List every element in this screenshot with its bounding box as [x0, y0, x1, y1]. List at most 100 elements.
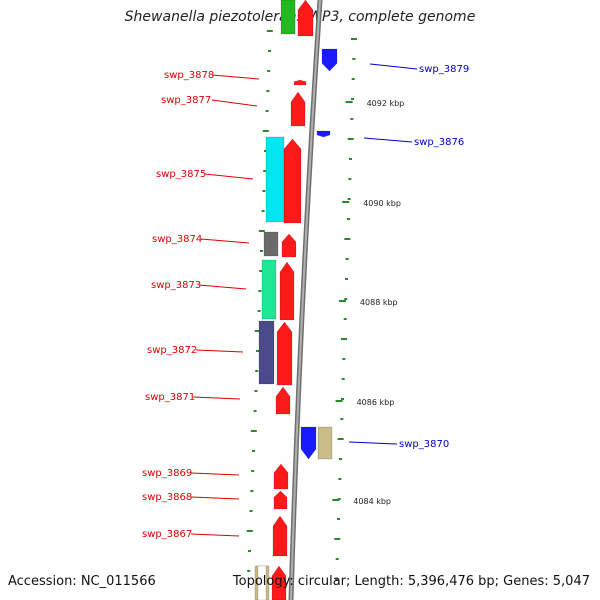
tick-inner	[262, 190, 266, 192]
scale-tick	[342, 201, 350, 203]
tick-inner	[257, 310, 261, 312]
gene-label-swp-3875: swp_3875	[156, 169, 206, 180]
leader-swp-3868	[190, 496, 240, 500]
tick-inner	[251, 470, 255, 472]
tick-outer	[338, 478, 342, 480]
tick-outer	[334, 538, 341, 540]
tick-outer	[347, 198, 351, 200]
cds-top-red	[297, 0, 314, 37]
tick-inner	[254, 390, 258, 392]
cds-swp-3871	[275, 386, 291, 415]
cds-swp-3873	[279, 261, 295, 321]
tick-inner	[268, 50, 271, 52]
tick-outer	[342, 358, 346, 360]
tick-outer	[349, 158, 352, 160]
tick-inner	[250, 430, 257, 432]
scale-tick	[345, 101, 353, 103]
tick-inner	[266, 90, 270, 92]
tick-outer	[335, 558, 339, 560]
genome-backbone	[288, 0, 323, 600]
feature-bottom-khaki-inner	[257, 565, 267, 600]
tick-inner	[258, 290, 262, 292]
gene-label-swp-3872: swp_3872	[147, 345, 197, 356]
leader-swp-3876	[363, 137, 413, 143]
leader-swp-3874	[200, 238, 250, 244]
leader-swp-3875	[204, 173, 254, 180]
leader-swp-3879	[369, 63, 418, 70]
tick-outer	[337, 438, 344, 440]
genome-backbone-highlight	[290, 0, 321, 600]
gene-label-swp-3878: swp_3878	[164, 70, 214, 81]
tick-outer	[348, 178, 352, 180]
tick-inner	[254, 330, 261, 332]
cds-top-green	[280, 0, 296, 35]
tick-inner	[267, 70, 271, 72]
gene-label-swp-3871: swp_3871	[145, 392, 195, 403]
tick-outer	[351, 38, 357, 40]
leader-swp-3869	[190, 472, 240, 476]
tick-outer	[345, 258, 349, 260]
tick-outer	[351, 78, 355, 80]
scale-tick	[335, 400, 343, 402]
tick-outer	[341, 378, 345, 380]
feature-slate	[258, 320, 275, 385]
tick-inner	[262, 130, 269, 132]
topology-label: Topology: circular; Length: 5,396,476 bp…	[232, 574, 590, 589]
feature-khaki-3870	[317, 426, 333, 460]
tick-inner	[253, 410, 257, 412]
tick-inner	[259, 270, 263, 272]
scale-tick	[338, 300, 346, 302]
gene-label-swp-3868: swp_3868	[142, 492, 192, 503]
leader-swp-3878	[211, 74, 260, 80]
tick-inner	[255, 370, 259, 372]
gene-label-swp-3877: swp_3877	[161, 95, 211, 106]
leader-swp-3873	[198, 284, 247, 290]
cds-swp-3867	[272, 515, 288, 557]
tick-outer	[344, 238, 351, 240]
gene-label-swp-3876: swp_3876	[414, 137, 464, 148]
scale-label: 4084 kbp	[353, 497, 391, 506]
tick-inner	[250, 490, 254, 492]
tick-outer	[351, 98, 354, 100]
tick-outer	[339, 458, 342, 460]
feature-cyan	[265, 136, 285, 223]
tick-inner	[264, 150, 267, 152]
tick-outer	[341, 338, 347, 340]
tick-inner	[266, 30, 273, 32]
cds-swp-3875	[283, 138, 302, 224]
gene-label-swp-3879: swp_3879	[419, 64, 469, 75]
tick-outer	[340, 418, 344, 420]
cds-swp-3870	[300, 426, 317, 460]
cds-swp-3877	[290, 91, 306, 127]
leader-swp-3867	[190, 533, 240, 537]
feature-grey	[263, 231, 279, 257]
leader-swp-3870	[348, 441, 398, 445]
gene-label-swp-3874: swp_3874	[152, 234, 202, 245]
feature-teal	[261, 259, 277, 320]
cds-swp-3876	[316, 130, 331, 138]
gene-label-swp-3867: swp_3867	[142, 529, 192, 540]
tick-inner	[261, 210, 265, 212]
cds-swp-3879	[321, 48, 338, 72]
tick-outer	[347, 218, 350, 220]
tick-outer	[337, 518, 340, 520]
tick-inner	[256, 350, 259, 352]
tick-outer	[347, 138, 354, 140]
scale-tick	[332, 499, 340, 501]
scale-label: 4090 kbp	[363, 199, 401, 208]
accession-label: Accession: NC_011566	[8, 574, 156, 589]
leader-swp-3871	[192, 396, 241, 400]
tick-outer	[350, 118, 354, 120]
cds-swp-3874	[281, 233, 297, 258]
gene-label-swp-3873: swp_3873	[151, 280, 201, 291]
tick-inner	[263, 170, 267, 172]
gene-label-swp-3870: swp_3870	[399, 439, 449, 450]
tick-inner	[248, 550, 251, 552]
scale-label: 4092 kbp	[367, 99, 405, 108]
tick-inner	[252, 450, 255, 452]
cds-swp-3868	[273, 490, 288, 510]
cds-swp-3872	[276, 321, 293, 386]
cds-bottom-red	[271, 565, 287, 600]
tick-inner	[260, 250, 263, 252]
